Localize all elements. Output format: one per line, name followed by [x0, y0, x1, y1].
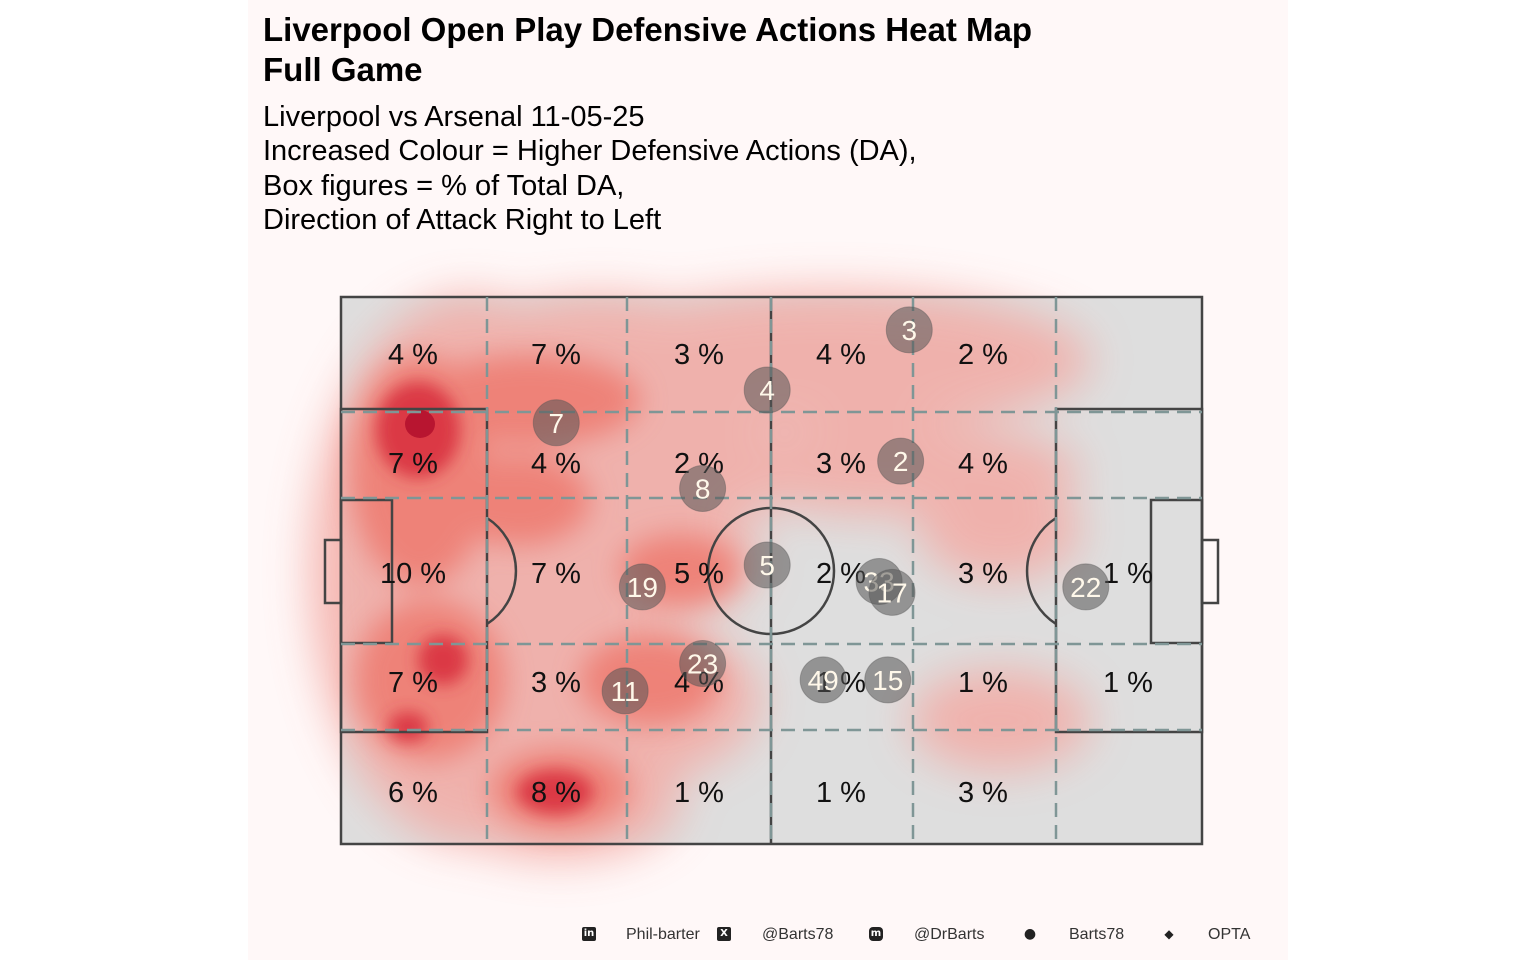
zone-percentage-label: 4 % [531, 448, 581, 480]
player-marker: 22 [1062, 563, 1110, 611]
zone-percentage-label: 7 % [388, 667, 438, 699]
github-handle: Barts78 [1069, 926, 1125, 943]
linkedin-icon: in [582, 927, 596, 941]
zone-percentage-label: 5 % [674, 558, 724, 590]
player-number: 15 [872, 665, 903, 696]
player-marker: 3 [885, 306, 933, 354]
github-icon: ● [1023, 926, 1037, 942]
player-circle [618, 563, 666, 611]
player-marker: 17 [868, 568, 916, 616]
mastodon-icon: m [869, 927, 883, 941]
player-circle [877, 437, 925, 485]
player-circle [679, 464, 727, 512]
player-number: 7 [548, 408, 564, 439]
zone-percentage-label: 2 % [958, 339, 1008, 371]
chart-title-line2: Full Game [263, 51, 423, 88]
player-marker: 2 [877, 437, 925, 485]
zone-percentage-label: 7 % [531, 339, 581, 371]
player-number: 2 [893, 446, 909, 477]
dropbox-icon: ◆ [1164, 927, 1174, 941]
player-circle [885, 306, 933, 354]
x-icon: X [717, 927, 731, 941]
player-marker: 5 [743, 541, 791, 589]
player-circle [799, 656, 847, 704]
subtitle-box-note: Box figures = % of Total DA, [263, 170, 625, 202]
player-marker: 23 [679, 639, 727, 687]
player-circle [532, 399, 580, 447]
player-number: 5 [759, 550, 775, 581]
player-number: 4 [759, 375, 775, 406]
player-marker: 8 [679, 464, 727, 512]
player-circle [864, 656, 912, 704]
zone-percentage-label: 1 % [1103, 667, 1153, 699]
subtitle-direction: Direction of Attack Right to Left [263, 204, 662, 236]
player-circle [1062, 563, 1110, 611]
player-marker: 19 [618, 563, 666, 611]
player-circle [743, 366, 791, 414]
player-marker: 15 [864, 656, 912, 704]
player-number: 17 [876, 577, 907, 608]
zone-percentage-label: 8 % [531, 777, 581, 809]
player-marker: 49 [799, 656, 847, 704]
subtitle-match: Liverpool vs Arsenal 11-05-25 [263, 101, 645, 133]
zone-percentage-label: 4 % [388, 339, 438, 371]
mastodon-handle: @DrBarts [914, 926, 985, 943]
player-marker: 7 [532, 399, 580, 447]
chart-title: Liverpool Open Play Defensive Actions He… [263, 11, 1032, 48]
zone-percentage-label: 10 % [380, 558, 446, 590]
zone-percentage-label: 3 % [674, 339, 724, 371]
linkedin-handle: Phil-barter [626, 926, 700, 943]
player-circle [679, 639, 727, 687]
zone-percentage-label: 4 % [816, 339, 866, 371]
zone-percentage-label: 3 % [531, 667, 581, 699]
player-number: 23 [687, 648, 718, 679]
player-number: 3 [901, 315, 917, 346]
zone-percentage-label: 1 % [816, 777, 866, 809]
subtitle-colour-note: Increased Colour = Higher Defensive Acti… [263, 135, 917, 167]
zone-percentage-label: 1 % [674, 777, 724, 809]
zone-percentage-label: 7 % [388, 448, 438, 480]
player-markers: 3472851933172223114915 [532, 306, 1110, 715]
zone-percentage-label: 3 % [816, 448, 866, 480]
zone-percentage-label: 4 % [958, 448, 1008, 480]
player-number: 22 [1070, 572, 1101, 603]
zone-percentage-label: 3 % [958, 558, 1008, 590]
zone-percentage-label: 1 % [958, 667, 1008, 699]
player-circle [868, 568, 916, 616]
player-marker: 4 [743, 366, 791, 414]
zone-percentage-label: 1 % [1103, 558, 1153, 590]
x-handle: @Barts78 [762, 926, 834, 943]
zone-percentage-label: 3 % [958, 777, 1008, 809]
player-number: 11 [611, 676, 640, 707]
player-number: 19 [627, 572, 658, 603]
player-number: 8 [695, 473, 711, 504]
player-circle [601, 667, 649, 715]
player-circle [743, 541, 791, 589]
zone-percentage-label: 6 % [388, 777, 438, 809]
data-source: OPTA [1208, 926, 1251, 943]
player-number: 49 [808, 665, 839, 696]
zone-percentage-label: 7 % [531, 558, 581, 590]
player-marker: 11 [601, 667, 649, 715]
